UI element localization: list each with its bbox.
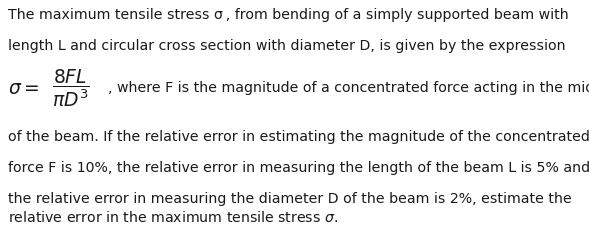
Text: The maximum tensile stress σ , from bending of a simply supported beam with: The maximum tensile stress σ , from bend… [8,8,569,22]
Text: force F is 10%, the relative error in measuring the length of the beam L is 5% a: force F is 10%, the relative error in me… [8,161,589,175]
Text: the relative error in measuring the diameter D of the beam is 2%, estimate the: the relative error in measuring the diam… [8,192,572,206]
Text: $\sigma =$: $\sigma =$ [8,79,39,98]
Text: of the beam. If the relative error in estimating the magnitude of the concentrat: of the beam. If the relative error in es… [8,130,589,144]
Text: , where F is the magnitude of a concentrated force acting in the middle: , where F is the magnitude of a concentr… [108,81,589,95]
Text: $\dfrac{8FL}{\pi D^{3}}$: $\dfrac{8FL}{\pi D^{3}}$ [52,67,90,109]
Text: relative error in the maximum tensile stress $\sigma$.: relative error in the maximum tensile st… [8,210,338,225]
Text: length L and circular cross section with diameter D, is given by the expression: length L and circular cross section with… [8,39,565,53]
